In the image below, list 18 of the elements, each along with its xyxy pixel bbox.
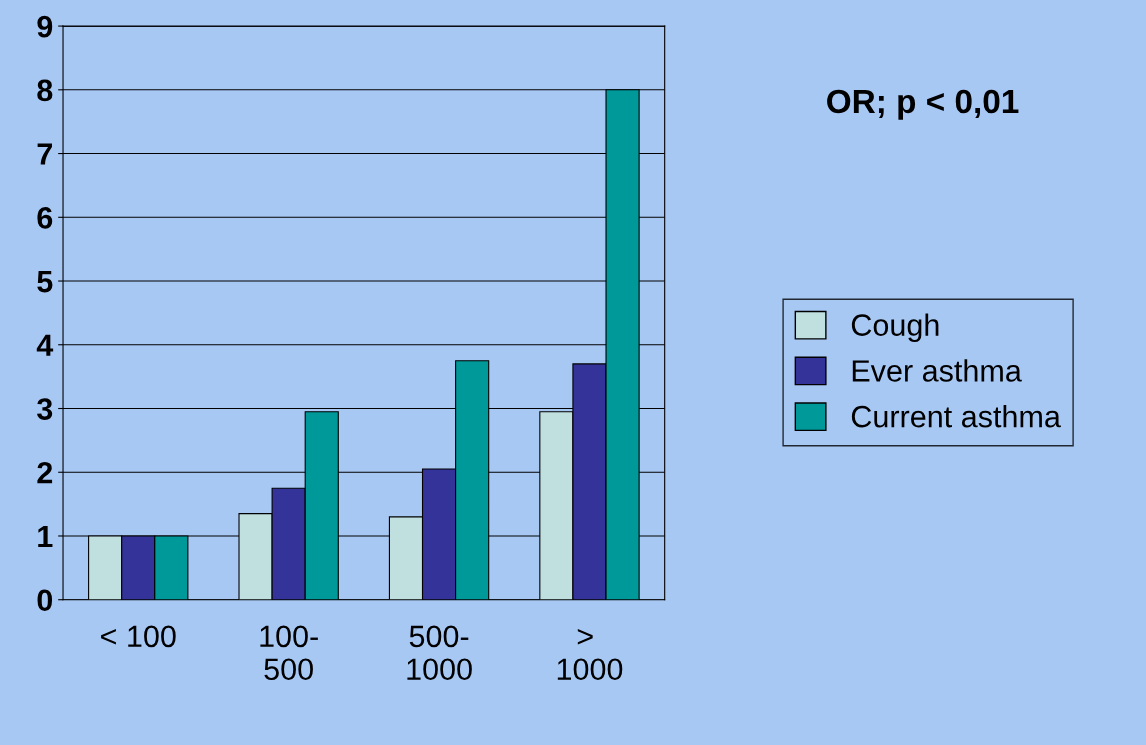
y-tick-label: 7 [37,143,52,165]
y-tick-label: 3 [37,398,53,420]
x-tick-label: 100- 500 [260,625,318,681]
text: OR; p < 0,01 [827,89,1019,120]
x-tick-label: > 1000 [557,629,623,681]
legend-label: Current asthma [851,405,1061,428]
y-tick-label: 9 [37,15,53,38]
y-tick-label: 8 [37,79,53,102]
legend-label: Cough [851,313,939,342]
y-tick-label: 0 [37,589,53,612]
x-tick-label: 500- 1000 [407,625,472,681]
x-tick-label: < 100 [101,625,176,648]
y-tick-label: 2 [37,461,53,484]
legend-label: Ever asthma [852,359,1022,382]
y-tick-label: 1 [38,526,53,548]
y-tick-label: 6 [37,207,53,229]
y-tick-label: 5 [37,271,53,293]
y-tick-label: 4 [36,334,54,356]
